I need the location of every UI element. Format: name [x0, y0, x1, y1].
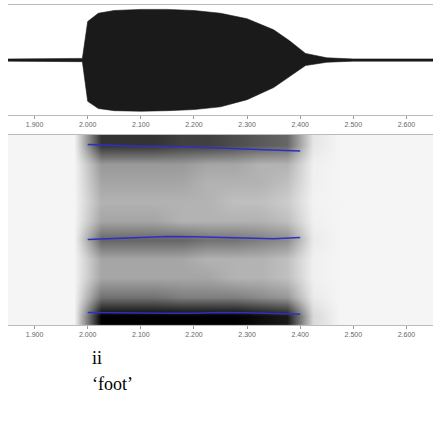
svg-text:2.300: 2.300	[238, 121, 256, 128]
svg-text:2.000: 2.000	[79, 331, 97, 338]
svg-text:2.100: 2.100	[132, 121, 150, 128]
svg-text:2.400: 2.400	[291, 331, 309, 338]
svg-text:2.200: 2.200	[185, 121, 203, 128]
svg-text:2.400: 2.400	[291, 121, 309, 128]
html-text:ii: ii	[92, 348, 102, 368]
svg-text:1.900: 1.900	[26, 121, 44, 128]
svg-text:2.600: 2.600	[398, 121, 416, 128]
svg-text:1.900: 1.900	[26, 331, 44, 338]
svg-text:2.500: 2.500	[345, 121, 363, 128]
svg-text:2.300: 2.300	[238, 331, 256, 338]
svg-text:2.600: 2.600	[398, 331, 416, 338]
svg-text:2.100: 2.100	[132, 331, 150, 338]
svg-text:2.000: 2.000	[79, 121, 97, 128]
svg-text:2.200: 2.200	[185, 331, 203, 338]
html-text:‘foot’: ‘foot’	[92, 374, 133, 394]
svg-text:2.500: 2.500	[345, 331, 363, 338]
